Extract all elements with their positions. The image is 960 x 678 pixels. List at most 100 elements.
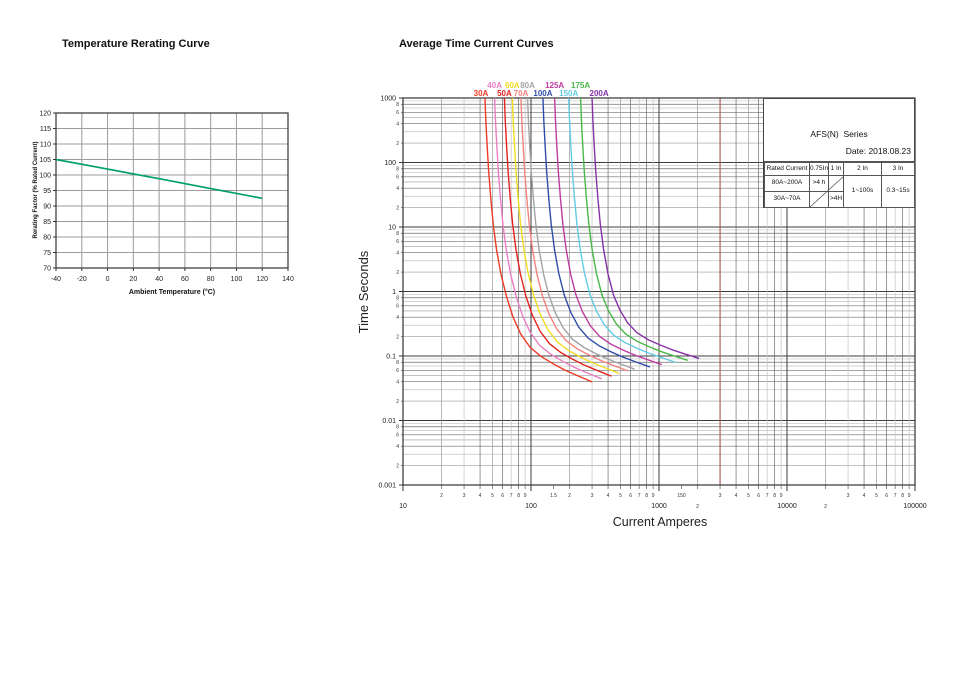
x-minor-tick-label: 2 <box>568 493 571 499</box>
date-label: Date: 2018.08.23 <box>845 146 911 156</box>
curve-label-30A: 30A <box>474 89 489 98</box>
curve-label-150A: 150A <box>559 89 578 98</box>
y-minor-tick-label: 6 <box>396 304 399 310</box>
x-minor-tick-label: 3 <box>591 493 594 499</box>
x-tick-label: 10000 <box>777 503 797 510</box>
x-minor-tick-label: 2 <box>440 493 443 499</box>
x-minor-tick-label: 7 <box>894 493 897 499</box>
x-tick-label: 0 <box>106 276 110 283</box>
x-tick-label: 1000 <box>651 503 667 510</box>
curve-label-200A: 200A <box>590 89 609 98</box>
table-row: 80A~200A >4 h 1~100s 0.3~15s <box>764 175 915 208</box>
x-tick-label: 60 <box>181 276 189 283</box>
x-minor-tick-label: 3 <box>847 493 850 499</box>
y-minor-tick-label: 4 <box>396 250 399 256</box>
hdr-2in: 2 In <box>843 162 882 176</box>
right-ylabel: Time Seconds <box>356 250 371 333</box>
y-minor-tick-label: 6 <box>396 239 399 245</box>
y-minor-tick-label: 6 <box>396 110 399 116</box>
y-minor-tick-label: 2 <box>396 334 399 340</box>
y-minor-tick-label: 2 <box>396 205 399 211</box>
curve-label-60A: 60A <box>505 81 520 90</box>
temperature-rerating-chart: 70 75 80 85 90 95 100 105 110 115 120 -40 -20 0 20 40 60… <box>39 111 294 284</box>
x-minor-tick-label: 8 <box>645 493 648 499</box>
x-minor-tick-label: 9 <box>652 493 655 499</box>
x-minor-tick-label: 6 <box>501 493 504 499</box>
y-tick-label: 1 <box>392 289 396 296</box>
curve-70A <box>520 98 629 372</box>
hdr-rated-current: Rated Current <box>764 162 810 176</box>
x-tick-label: 40 <box>155 276 163 283</box>
y-tick-label: 85 <box>43 219 51 226</box>
x-tick-label: 20 <box>129 276 137 283</box>
y-minor-tick-label: 8 <box>396 231 399 237</box>
cell-1in-80-200-diagonal <box>828 175 844 192</box>
rerating-line <box>55 158 263 200</box>
y-minor-tick-label: 8 <box>396 102 399 108</box>
y-minor-tick-label: 4 <box>396 315 399 321</box>
right-xlabel: Current Amperes <box>613 515 707 529</box>
table-row: Rated Current 0.75In 1 In 2 In 3 In <box>764 162 915 176</box>
y-tick-label: 110 <box>40 142 51 149</box>
x-minor-tick-label: 1.5 <box>550 493 557 499</box>
curve-label-175A: 175A <box>571 81 590 90</box>
curve-label-40A: 40A <box>487 81 502 90</box>
y-tick-label: 120 <box>39 111 51 118</box>
curve-80A <box>526 98 635 370</box>
curve-50A <box>503 98 612 377</box>
cell-rated-30-70: 30A~70A <box>764 191 810 208</box>
y-tick-label: 75 <box>43 250 51 257</box>
x-tick-label: -20 <box>77 276 87 283</box>
y-minor-tick-label: 6 <box>396 175 399 181</box>
y-tick-label: 115 <box>40 126 51 133</box>
y-minor-tick-label: 6 <box>396 433 399 439</box>
y-minor-tick-label: 4 <box>396 121 399 127</box>
y-tick-label: 105 <box>39 157 51 164</box>
cell-075in-80-200: >4 h <box>809 175 829 192</box>
x-tick-label: 100 <box>231 276 243 283</box>
curve-label-80A: 80A <box>520 81 535 90</box>
cell-3in-merged: 0.3~15s <box>881 175 915 208</box>
curve-60A <box>511 98 620 374</box>
x-tick-label: 120 <box>256 276 268 283</box>
curve-125A <box>553 98 662 366</box>
left-ylabel: Rerating Factor (% Rated Current) <box>33 141 39 238</box>
series-title: AFS(N) Series <box>810 129 868 139</box>
y-minor-tick-label: 8 <box>396 296 399 302</box>
x-tick-label: 100000 <box>903 503 926 510</box>
x-minor-tick-label: 5 <box>491 493 494 499</box>
x-minor-tick-label: 9 <box>524 493 527 499</box>
cell-rated-80-200: 80A~200A <box>764 175 810 192</box>
y-minor-tick-label: 2 <box>396 399 399 405</box>
y-minor-tick-label: 2 <box>396 270 399 276</box>
table-header-section: AFS(N) Series Date: 2018.08.23 <box>764 99 914 162</box>
x-minor-tick-label: 7 <box>510 493 513 499</box>
cell-075in-30-70-diagonal <box>809 191 829 208</box>
x-minor-tick-label: 4 <box>607 493 610 499</box>
x-minor-tick-label: 4 <box>863 493 866 499</box>
afs-series-table: AFS(N) Series Date: 2018.08.23 Rated Cur… <box>763 98 915 208</box>
curve-200A <box>591 98 700 360</box>
cell-2in-merged: 1~100s <box>843 175 882 208</box>
curve-label-125A: 125A <box>545 81 564 90</box>
y-minor-tick-label: 2 <box>396 141 399 147</box>
y-minor-tick-label: 8 <box>396 167 399 173</box>
x-tick-label: 140 <box>282 276 294 283</box>
right-chart-title: Average Time Current Curves <box>399 38 554 50</box>
x-tick-label: 80 <box>207 276 215 283</box>
y-tick-label: 70 <box>43 266 51 273</box>
x-minor-tick-label: 6 <box>629 493 632 499</box>
x-minor-tick-label: 8 <box>773 493 776 499</box>
y-tick-label: 0.01 <box>382 418 396 425</box>
y-tick-label: 100 <box>39 173 51 180</box>
curve-label-50A: 50A <box>497 89 512 98</box>
y-tick-label: 80 <box>43 235 51 242</box>
x-minor-tick-label: 3 <box>719 493 722 499</box>
curve-100A <box>542 98 651 368</box>
y-tick-label: 90 <box>43 204 51 211</box>
x-minor-tick-label: 2 <box>824 504 827 510</box>
y-minor-tick-label: 4 <box>396 379 399 385</box>
y-minor-tick-label: 8 <box>396 425 399 431</box>
